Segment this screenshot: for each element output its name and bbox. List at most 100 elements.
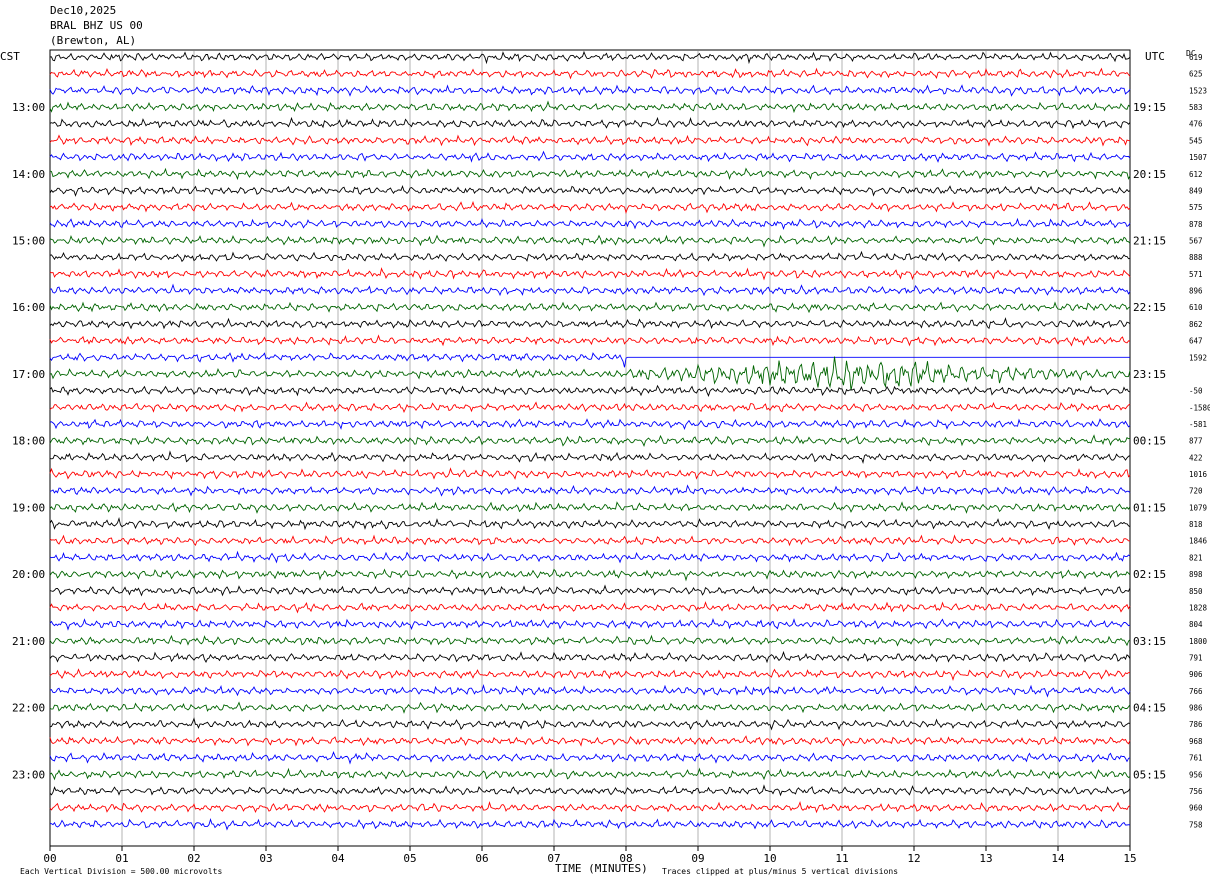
- dc-offset-39: 986: [1189, 704, 1203, 713]
- trace-15: [49, 301, 1131, 314]
- dc-offset-17: 647: [1189, 337, 1203, 346]
- trace-2: [49, 84, 1131, 97]
- trace-29: [49, 534, 1131, 547]
- x-tick-label-07: 07: [547, 852, 560, 865]
- x-tick-label-05: 05: [403, 852, 416, 865]
- clip-note: Traces clipped at plus/minus 5 vertical …: [662, 867, 899, 876]
- trace-33: [49, 601, 1131, 614]
- trace-16: [49, 317, 1131, 330]
- dc-offset-43: 956: [1189, 770, 1203, 779]
- dc-offset-27: 1079: [1189, 503, 1207, 512]
- trace-4: [49, 116, 1131, 130]
- dc-offset-32: 850: [1189, 587, 1203, 596]
- cst-label-8: 21:00: [12, 635, 45, 648]
- dc-offset-44: 756: [1189, 787, 1203, 796]
- cst-label-0: 13:00: [12, 101, 45, 114]
- trace-0: [49, 50, 1131, 65]
- seismic-traces: 619 625 1523 583 476 545 1507 612 849 575 878 567 88…: [49, 50, 1210, 831]
- utc-label-8: 03:15: [1133, 635, 1166, 648]
- trace-46: [49, 818, 1131, 831]
- x-tick-label-13: 13: [979, 852, 992, 865]
- hour-labels: 13:00 19:15 14:00 20:15 15:00 21:15 16:00 22:15…: [12, 101, 1166, 781]
- trace-3: [49, 100, 1131, 114]
- x-tick-label-10: 10: [763, 852, 776, 865]
- utc-label-7: 02:15: [1133, 568, 1166, 581]
- cst-label-1: 14:00: [12, 168, 45, 181]
- trace-26: [49, 484, 1131, 497]
- trace-31: [49, 568, 1131, 582]
- dc-offset-11: 567: [1189, 236, 1203, 245]
- utc-label-9: 04:15: [1133, 702, 1166, 715]
- header-location: (Brewton, AL): [50, 34, 137, 47]
- trace-22: [49, 418, 1131, 430]
- cst-label-9: 22:00: [12, 702, 45, 715]
- dc-offset-35: 1800: [1189, 637, 1208, 646]
- trace-45: [49, 800, 1131, 814]
- dc-offset-10: 878: [1189, 220, 1203, 229]
- trace-23: [49, 434, 1131, 447]
- cst-label-10: 23:00: [12, 768, 45, 781]
- dc-offset-37: 906: [1189, 670, 1203, 679]
- dc-offset-28: 818: [1189, 520, 1203, 529]
- utc-label-5: 00:15: [1133, 435, 1166, 448]
- trace-38: [49, 683, 1131, 698]
- dc-offset-30: 821: [1189, 553, 1203, 562]
- trace-32: [49, 584, 1131, 597]
- dc-offset-1: 625: [1189, 70, 1203, 79]
- x-tick-label-02: 02: [187, 852, 200, 865]
- trace-35: [49, 634, 1131, 647]
- dc-offset-13: 571: [1189, 270, 1203, 279]
- dc-offset-4: 476: [1189, 120, 1203, 129]
- dc-offset-34: 804: [1189, 620, 1203, 629]
- trace-27: [49, 501, 1131, 514]
- dc-offset-7: 612: [1189, 170, 1203, 179]
- trace-25: [49, 467, 1131, 480]
- trace-17: [49, 334, 1131, 347]
- trace-8: [49, 184, 1131, 197]
- trace-13: [49, 267, 1131, 281]
- trace-41: [49, 735, 1131, 747]
- trace-7: [49, 167, 1131, 181]
- trace-24: [49, 450, 1131, 464]
- cst-label-7: 20:00: [12, 568, 45, 581]
- x-tick-label-03: 03: [259, 852, 272, 865]
- dc-offset-2: 1523: [1189, 86, 1207, 95]
- trace-12: [49, 250, 1131, 263]
- x-axis-title: TIME (MINUTES): [555, 862, 648, 875]
- x-tick-label-04: 04: [331, 852, 345, 865]
- cst-axis-label: CST: [0, 50, 20, 63]
- grid: [49, 49, 1131, 847]
- cst-label-6: 19:00: [12, 501, 45, 514]
- trace-30: [49, 550, 1131, 564]
- x-tick-label-01: 01: [115, 852, 128, 865]
- dc-offset-20: -50: [1189, 387, 1203, 396]
- x-tick-label-15: 15: [1123, 852, 1136, 865]
- dc-offset-42: 761: [1189, 754, 1203, 763]
- trace-19: [49, 356, 1131, 391]
- cst-label-2: 15:00: [12, 234, 45, 247]
- dc-offset-40: 786: [1189, 720, 1203, 729]
- scale-note: Each Vertical Division = 500.00 microvol…: [20, 867, 223, 876]
- dc-offset-24: 422: [1189, 453, 1203, 462]
- dc-offset-29: 1846: [1189, 537, 1208, 546]
- trace-34: [49, 617, 1131, 631]
- x-tick-label-09: 09: [691, 852, 704, 865]
- plot-frame: [49, 49, 1131, 847]
- utc-label-6: 01:15: [1133, 501, 1166, 514]
- dc-offset-21: -1580: [1189, 403, 1210, 412]
- dc-offset-41: 968: [1189, 737, 1203, 746]
- dc-label: DC: [1186, 49, 1196, 58]
- utc-label-1: 20:15: [1133, 168, 1166, 181]
- utc-label-3: 22:15: [1133, 301, 1166, 314]
- header-date: Dec10,2025: [50, 4, 117, 17]
- dc-offset-46: 758: [1189, 820, 1203, 829]
- x-axis-ticks: 00 01 02 03 04 05 06 07 08 09 10 11 12 13 14 15: [43, 846, 1137, 865]
- trace-44: [49, 784, 1131, 797]
- dc-offset-31: 898: [1189, 570, 1203, 579]
- dc-offset-45: 960: [1189, 804, 1203, 813]
- x-tick-label-14: 14: [1051, 852, 1065, 865]
- dc-offset-5: 545: [1189, 136, 1203, 145]
- trace-36: [49, 650, 1131, 664]
- dc-offset-14: 896: [1189, 287, 1203, 296]
- utc-label-0: 19:15: [1133, 101, 1166, 114]
